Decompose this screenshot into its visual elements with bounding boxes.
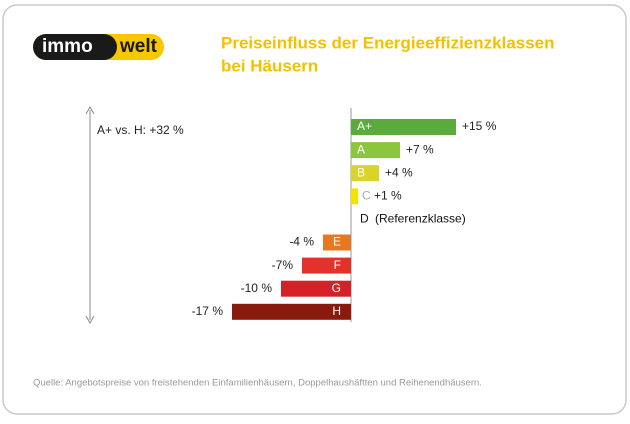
bar: [302, 257, 351, 274]
bar: [323, 234, 351, 251]
category-label: E: [333, 235, 341, 249]
category-label: H: [332, 304, 341, 318]
value-label: +4 %: [385, 165, 413, 179]
annotation: A+ vs. H: +32 %: [97, 123, 184, 137]
frame: [2, 4, 627, 415]
logo-dark: [33, 34, 117, 60]
bar: [232, 303, 351, 320]
arrow-heads: [85, 105, 95, 325]
value-label: -4 %: [289, 235, 314, 249]
value-label: -7%: [272, 258, 294, 272]
value-label: -10 %: [241, 281, 273, 295]
bar: [351, 165, 379, 182]
bar: [351, 188, 358, 205]
category-label: A+: [357, 119, 372, 133]
reference-label: (Referenzklasse): [375, 212, 466, 226]
bar: [351, 119, 456, 135]
logo-right: welt: [119, 36, 158, 57]
source: Quelle: Angebotspreise von freistehenden…: [33, 378, 482, 389]
value-label: +7 %: [406, 142, 434, 156]
category-label: G: [332, 281, 341, 295]
category-label: A: [357, 142, 365, 156]
category-label: D: [360, 212, 369, 226]
value-label: +1 %: [374, 188, 402, 202]
bar: [351, 142, 400, 159]
value-label: -17 %: [192, 304, 224, 318]
category-label: C: [362, 188, 371, 202]
value-label: +15 %: [462, 119, 497, 133]
logo-left: immo: [42, 36, 93, 57]
chart-title: Preiseinfluss der Energieeffizienzklasse…: [221, 33, 555, 52]
category-label: B: [357, 165, 365, 179]
category-label: F: [334, 258, 341, 272]
bar: [281, 280, 351, 297]
chart-title: bei Häusern: [221, 56, 318, 75]
